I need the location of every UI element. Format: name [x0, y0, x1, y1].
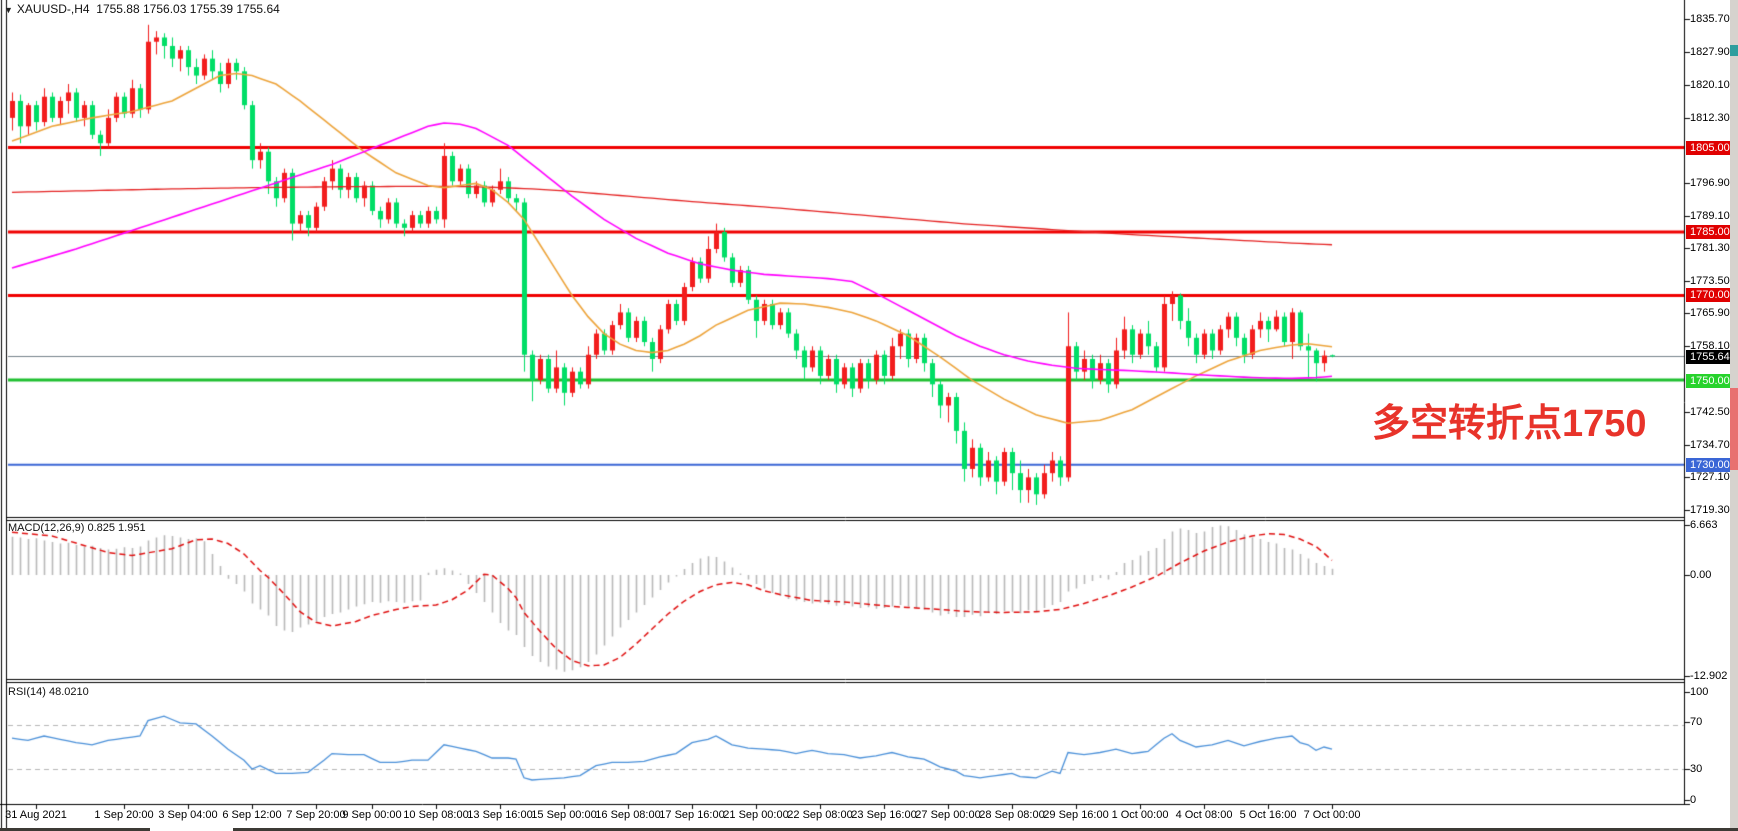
time-tick-label: 15 Sep 00:00 [531, 809, 597, 821]
macd-tick-label: 6.663 [1690, 519, 1718, 531]
neighbor-window-edge [1730, 0, 1738, 831]
time-tick-label: 7 Oct 00:00 [1303, 809, 1361, 821]
time-tick-label: 21 Sep 00:00 [723, 809, 789, 821]
price-tick-label: 1719.30 [1690, 504, 1730, 516]
time-tick-label: 28 Sep 08:00 [979, 809, 1045, 821]
rsi-tick-label: 0 [1690, 794, 1697, 806]
time-tick-label: 7 Sep 20:00 [286, 809, 346, 821]
price-tick-label: 1796.90 [1690, 177, 1730, 189]
price-level-box: 1750.00 [1686, 374, 1734, 388]
ohlc-values: 1755.88 1756.03 1755.39 1755.64 [96, 2, 280, 16]
neighbor-window-fragment [1730, 388, 1738, 470]
time-tick-label: 6 Sep 12:00 [222, 809, 282, 821]
rsi-tick-label: 100 [1690, 686, 1709, 698]
neighbor-window-fragment [1730, 45, 1738, 56]
rsi-tick-label: 30 [1690, 763, 1703, 775]
price-tick-label: 1734.70 [1690, 439, 1730, 451]
macd-indicator-label: MACD(12,26,9) 0.825 1.951 [8, 522, 146, 534]
time-tick-label: 9 Sep 00:00 [342, 809, 402, 821]
time-tick-label: 22 Sep 08:00 [787, 809, 853, 821]
price-tick-label: 1727.10 [1690, 471, 1730, 483]
price-tick-label: 1742.50 [1690, 406, 1730, 418]
price-tick-label: 1835.70 [1690, 13, 1730, 25]
bottom-tab-strip [0, 828, 1738, 831]
price-level-box: 1805.00 [1686, 141, 1734, 155]
time-tick-label: 16 Sep 08:00 [595, 809, 661, 821]
price-tick-label: 1789.10 [1690, 210, 1730, 222]
price-level-box: 1770.00 [1686, 288, 1734, 302]
price-tick-label: 1758.10 [1690, 340, 1730, 352]
time-tick-label: 31 Aug 2021 [5, 809, 67, 821]
price-tick-label: 1827.90 [1690, 46, 1730, 58]
price-tick-label: 1812.30 [1690, 112, 1730, 124]
price-level-box: 1785.00 [1686, 225, 1734, 239]
time-tick-label: 4 Oct 08:00 [1175, 809, 1233, 821]
bottom-tab-gap [150, 828, 233, 831]
price-tick-label: 1773.50 [1690, 275, 1730, 287]
symbol-period-label: XAUUSD-,H4 [16, 2, 90, 16]
time-tick-label: 5 Oct 16:00 [1239, 809, 1297, 821]
time-tick-label: 29 Sep 16:00 [1043, 809, 1109, 821]
rsi-tick-label: 70 [1690, 716, 1703, 728]
chart-title: ▼ XAUUSD-,H4 1755.88 1756.03 1755.39 1755… [4, 2, 280, 16]
rsi-indicator-label: RSI(14) 48.0210 [8, 686, 89, 698]
price-level-box: 1755.64 [1686, 350, 1734, 364]
time-tick-label: 13 Sep 16:00 [467, 809, 533, 821]
price-level-box: 1730.00 [1686, 458, 1734, 472]
time-tick-label: 10 Sep 08:00 [403, 809, 469, 821]
price-tick-label: 1820.10 [1690, 79, 1730, 91]
price-tick-label: 1781.30 [1690, 242, 1730, 254]
time-tick-label: 27 Sep 00:00 [915, 809, 981, 821]
macd-tick-label: -12.902 [1690, 670, 1728, 682]
time-tick-label: 23 Sep 16:00 [851, 809, 917, 821]
time-tick-label: 1 Sep 20:00 [94, 809, 154, 821]
macd-tick-label: 0.00 [1690, 569, 1712, 581]
time-tick-label: 1 Oct 00:00 [1111, 809, 1169, 821]
annotation-text: 多空转折点1750 [1372, 403, 1647, 445]
chevron-down-icon[interactable]: ▼ [4, 5, 13, 15]
price-tick-label: 1765.90 [1690, 307, 1730, 319]
time-tick-label: 3 Sep 04:00 [158, 809, 218, 821]
time-tick-label: 17 Sep 16:00 [659, 809, 725, 821]
